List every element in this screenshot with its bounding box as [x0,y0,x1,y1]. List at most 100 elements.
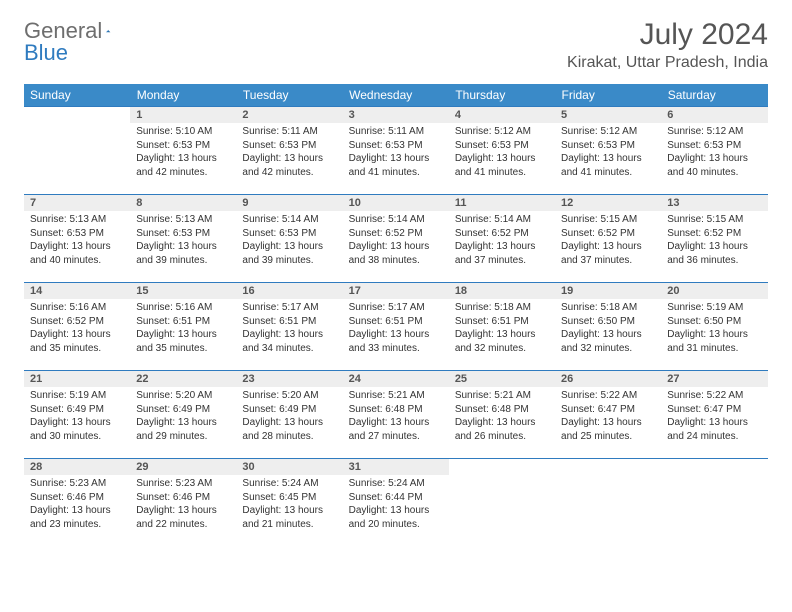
day-details: Sunrise: 5:15 AMSunset: 6:52 PMDaylight:… [661,211,767,271]
calendar-cell: 2 Sunrise: 5:11 AMSunset: 6:53 PMDaylight… [236,106,342,194]
header: General July 2024 Kirakat, Uttar Pradesh… [24,18,768,72]
day-number: 27 [661,370,767,387]
calendar-cell: 6Sunrise: 5:12 AMSunset: 6:53 PMDaylight… [661,106,767,194]
day-number: 2 [236,106,342,123]
day-details: Sunrise: 5:13 AMSunset: 6:53 PMDaylight:… [130,211,236,271]
sunrise-line: Sunrise: 5:11 AM [242,125,336,139]
sunrise-line: Sunrise: 5:12 AM [455,125,549,139]
day-number: 20 [661,282,767,299]
sunrise-line: Sunrise: 5:11 AM [349,125,443,139]
calendar-cell: 28Sunrise: 5:23 AMSunset: 6:46 PMDayligh… [24,458,130,546]
sunrise-line: Sunrise: 5:24 AM [349,477,443,491]
calendar-cell: 30Sunrise: 5:24 AMSunset: 6:45 PMDayligh… [236,458,342,546]
day-details: Sunrise: 5:20 AMSunset: 6:49 PMDaylight:… [236,387,342,447]
day-details: Sunrise: 5:19 AMSunset: 6:49 PMDaylight:… [24,387,130,447]
daylight-line: Daylight: 13 hours and 37 minutes. [561,240,655,267]
day-details: Sunrise: 5:14 AMSunset: 6:53 PMDaylight:… [236,211,342,271]
day-details: Sunrise: 5:14 AMSunset: 6:52 PMDaylight:… [343,211,449,271]
calendar-cell: 21Sunrise: 5:19 AMSunset: 6:49 PMDayligh… [24,370,130,458]
sunset-line: Sunset: 6:49 PM [242,403,336,417]
weekday-header: Friday [555,84,661,106]
sunset-line: Sunset: 6:53 PM [561,139,655,153]
calendar-cell: 4Sunrise: 5:12 AMSunset: 6:53 PMDaylight… [449,106,555,194]
day-details: Sunrise: 5:11 AMSunset: 6:53 PMDaylight:… [343,123,449,183]
calendar-row: 28Sunrise: 5:23 AMSunset: 6:46 PMDayligh… [24,458,768,546]
daylight-line: Daylight: 13 hours and 34 minutes. [242,328,336,355]
daylight-line: Daylight: 13 hours and 27 minutes. [349,416,443,443]
day-details: Sunrise: 5:16 AMSunset: 6:52 PMDaylight:… [24,299,130,359]
day-details: Sunrise: 5:14 AMSunset: 6:52 PMDaylight:… [449,211,555,271]
day-number: 25 [449,370,555,387]
sunset-line: Sunset: 6:51 PM [242,315,336,329]
weekday-header: Tuesday [236,84,342,106]
day-number: 5 [555,106,661,123]
sunrise-line: Sunrise: 5:14 AM [242,213,336,227]
day-number: 24 [343,370,449,387]
sunset-line: Sunset: 6:46 PM [30,491,124,505]
calendar-cell: 27Sunrise: 5:22 AMSunset: 6:47 PMDayligh… [661,370,767,458]
day-number: 7 [24,194,130,211]
weekday-header: Monday [130,84,236,106]
day-number: 8 [130,194,236,211]
day-number: 16 [236,282,342,299]
sunset-line: Sunset: 6:53 PM [242,227,336,241]
daylight-line: Daylight: 13 hours and 22 minutes. [136,504,230,531]
sunrise-line: Sunrise: 5:14 AM [349,213,443,227]
calendar-cell: 22Sunrise: 5:20 AMSunset: 6:49 PMDayligh… [130,370,236,458]
sunrise-line: Sunrise: 5:12 AM [667,125,761,139]
day-details: Sunrise: 5:17 AMSunset: 6:51 PMDaylight:… [236,299,342,359]
day-details: Sunrise: 5:10 AMSunset: 6:53 PMDaylight:… [130,123,236,183]
day-number: 23 [236,370,342,387]
location-subtitle: Kirakat, Uttar Pradesh, India [567,54,768,72]
calendar-cell: 31Sunrise: 5:24 AMSunset: 6:44 PMDayligh… [343,458,449,546]
sunset-line: Sunset: 6:53 PM [136,227,230,241]
day-details: Sunrise: 5:19 AMSunset: 6:50 PMDaylight:… [661,299,767,359]
sunset-line: Sunset: 6:53 PM [242,139,336,153]
calendar-table: Sunday Monday Tuesday Wednesday Thursday… [24,84,768,546]
day-number: 3 [343,106,449,123]
day-details: Sunrise: 5:15 AMSunset: 6:52 PMDaylight:… [555,211,661,271]
daylight-line: Daylight: 13 hours and 42 minutes. [242,152,336,179]
daylight-line: Daylight: 13 hours and 37 minutes. [455,240,549,267]
month-title: July 2024 [567,18,768,52]
daylight-line: Daylight: 13 hours and 30 minutes. [30,416,124,443]
day-number: 31 [343,458,449,475]
sunset-line: Sunset: 6:52 PM [349,227,443,241]
day-details: Sunrise: 5:16 AMSunset: 6:51 PMDaylight:… [130,299,236,359]
sunrise-line: Sunrise: 5:18 AM [561,301,655,315]
day-number: 26 [555,370,661,387]
daylight-line: Daylight: 13 hours and 40 minutes. [667,152,761,179]
daylight-line: Daylight: 13 hours and 35 minutes. [136,328,230,355]
weekday-header: Sunday [24,84,130,106]
day-number: 19 [555,282,661,299]
sunset-line: Sunset: 6:51 PM [349,315,443,329]
sunrise-line: Sunrise: 5:13 AM [30,213,124,227]
day-details: Sunrise: 5:24 AMSunset: 6:45 PMDaylight:… [236,475,342,535]
daylight-line: Daylight: 13 hours and 33 minutes. [349,328,443,355]
sunrise-line: Sunrise: 5:16 AM [30,301,124,315]
calendar-cell: 5Sunrise: 5:12 AMSunset: 6:53 PMDaylight… [555,106,661,194]
calendar-cell [661,458,767,546]
calendar-cell: 3Sunrise: 5:11 AMSunset: 6:53 PMDaylight… [343,106,449,194]
calendar-cell: 9Sunrise: 5:14 AMSunset: 6:53 PMDaylight… [236,194,342,282]
sunrise-line: Sunrise: 5:21 AM [349,389,443,403]
daylight-line: Daylight: 13 hours and 38 minutes. [349,240,443,267]
sunset-line: Sunset: 6:50 PM [667,315,761,329]
day-number: 12 [555,194,661,211]
weekday-header: Wednesday [343,84,449,106]
sunrise-line: Sunrise: 5:19 AM [667,301,761,315]
daylight-line: Daylight: 13 hours and 41 minutes. [455,152,549,179]
calendar-cell: 20Sunrise: 5:19 AMSunset: 6:50 PMDayligh… [661,282,767,370]
sunset-line: Sunset: 6:53 PM [30,227,124,241]
daylight-line: Daylight: 13 hours and 26 minutes. [455,416,549,443]
day-details: Sunrise: 5:24 AMSunset: 6:44 PMDaylight:… [343,475,449,535]
daylight-line: Daylight: 13 hours and 31 minutes. [667,328,761,355]
weekday-header: Thursday [449,84,555,106]
empty-cell [555,458,661,475]
calendar-row: 1Sunrise: 5:10 AMSunset: 6:53 PMDaylight… [24,106,768,194]
calendar-cell: 15Sunrise: 5:16 AMSunset: 6:51 PMDayligh… [130,282,236,370]
day-number: 10 [343,194,449,211]
calendar-cell [555,458,661,546]
day-number: 18 [449,282,555,299]
sunrise-line: Sunrise: 5:10 AM [136,125,230,139]
